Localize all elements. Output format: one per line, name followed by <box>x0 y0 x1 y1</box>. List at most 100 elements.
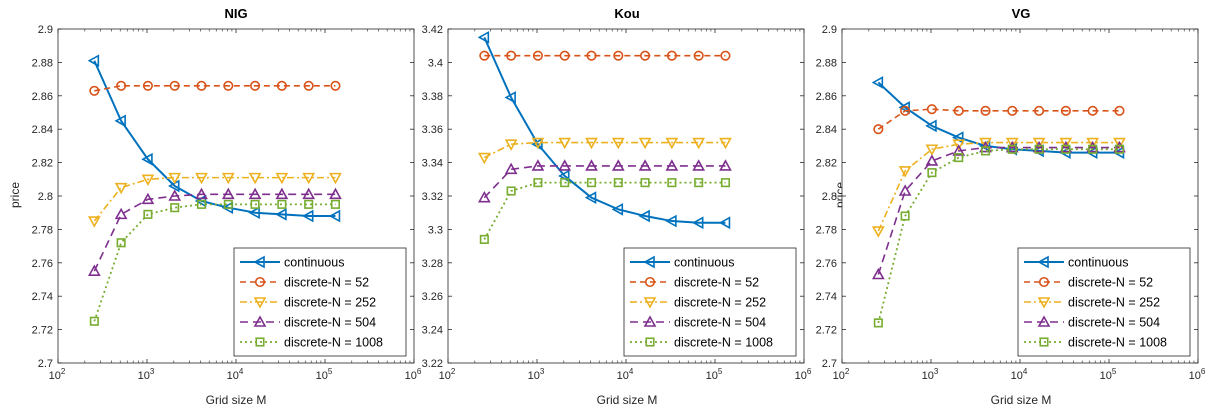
series-line <box>483 165 726 199</box>
legend-entry: continuous <box>630 256 734 270</box>
data-point <box>558 159 572 171</box>
y-tick-label: 2.74 <box>816 291 837 303</box>
data-point <box>559 50 570 61</box>
data-point <box>143 209 153 219</box>
legend-label: continuous <box>674 256 734 270</box>
data-point <box>195 172 208 185</box>
legend-marker <box>253 297 267 309</box>
y-tick-label: 3.36 <box>422 124 443 136</box>
legend-marker <box>643 255 655 269</box>
x-tick-exponent: 5 <box>1112 367 1117 376</box>
data-point <box>1059 140 1073 153</box>
legend-entry: discrete-N = 1008 <box>240 336 383 350</box>
data-point <box>898 166 912 178</box>
data-point <box>1005 140 1019 153</box>
legend-label: discrete-N = 1008 <box>1068 336 1167 350</box>
data-point <box>250 80 261 91</box>
y-tick-label: 2.86 <box>816 91 837 103</box>
x-tick-exponent: 2 <box>61 367 66 376</box>
data-point <box>170 203 180 213</box>
data-point <box>638 137 652 150</box>
series-discrete-n-1008 <box>89 199 341 326</box>
data-point <box>719 159 732 171</box>
legend-entry: discrete-N = 52 <box>240 276 369 290</box>
data-point <box>611 159 625 171</box>
x-tick-exponent: 6 <box>807 367 812 376</box>
data-point <box>925 144 939 156</box>
series-line <box>877 108 1120 130</box>
data-point <box>611 137 625 150</box>
data-point <box>873 124 884 135</box>
legend-entry: discrete-N = 1008 <box>1024 336 1167 350</box>
data-point <box>954 153 964 163</box>
data-point <box>195 187 208 200</box>
data-point <box>1032 137 1046 150</box>
series-discrete-n-52 <box>89 80 341 96</box>
series-line <box>483 141 726 159</box>
data-point <box>169 80 180 91</box>
data-point <box>114 182 128 195</box>
data-point <box>692 137 706 150</box>
data-point <box>871 76 884 89</box>
data-point <box>248 187 262 200</box>
data-point <box>276 80 287 91</box>
data-point <box>694 178 704 188</box>
data-point <box>1087 105 1098 116</box>
data-point <box>506 186 516 196</box>
data-point <box>275 187 289 200</box>
data-point <box>532 50 543 61</box>
data-point <box>1007 144 1017 154</box>
data-point <box>1060 105 1071 116</box>
data-point <box>980 105 991 116</box>
data-point <box>585 159 598 171</box>
data-point <box>248 172 262 185</box>
data-point <box>871 267 885 280</box>
series-discrete-n-252 <box>87 172 342 228</box>
data-point <box>1088 144 1098 154</box>
y-tick-label: 2.82 <box>816 158 837 170</box>
x-tick-exponent: 6 <box>417 367 422 376</box>
series-line <box>877 148 1120 324</box>
data-point <box>116 238 126 248</box>
legend-entry: discrete-N = 504 <box>1024 315 1160 330</box>
data-point <box>1114 144 1125 154</box>
x-axis-label: Grid size M <box>597 393 658 407</box>
series-line <box>483 36 726 224</box>
data-point <box>926 104 937 115</box>
legend-marker <box>1037 255 1049 269</box>
data-point <box>141 174 155 186</box>
data-point <box>275 208 287 221</box>
data-point <box>479 50 490 61</box>
data-point <box>1005 137 1019 150</box>
data-point <box>640 178 650 188</box>
data-point <box>952 144 966 156</box>
y-tick-label: 2.7 <box>822 358 837 370</box>
legend-label: discrete-N = 504 <box>674 316 766 330</box>
y-tick-label: 2.74 <box>32 291 53 303</box>
y-tick-label: 3.26 <box>422 291 443 303</box>
y-tick-label: 3.24 <box>422 325 443 337</box>
legend-label: discrete-N = 52 <box>674 276 759 290</box>
data-point <box>533 178 543 188</box>
legend-entry: discrete-N = 1008 <box>630 336 773 350</box>
chart-title: VG <box>1012 6 1031 21</box>
data-point <box>900 211 910 221</box>
series-line <box>94 84 336 92</box>
data-point <box>477 152 491 165</box>
legend-label: discrete-N = 252 <box>1068 296 1160 310</box>
legend-entry: discrete-N = 504 <box>240 315 376 330</box>
x-tick-exponent: 3 <box>150 367 155 376</box>
y-tick-label: 3.3 <box>428 224 443 236</box>
chart-panel-kou: Kou Grid size M 102 103 104 105 1063.223.243… <box>422 6 812 407</box>
data-point <box>477 30 490 44</box>
data-point <box>638 159 652 171</box>
data-point <box>531 159 545 171</box>
legend-label: discrete-N = 504 <box>284 316 376 330</box>
data-point <box>900 105 911 116</box>
series-discrete-n-1008 <box>479 178 731 244</box>
legend-entry: continuous <box>240 256 344 270</box>
y-tick-label: 2.72 <box>816 325 837 337</box>
data-point <box>531 137 545 150</box>
legend-marker <box>643 297 657 309</box>
legend-marker <box>643 315 657 327</box>
